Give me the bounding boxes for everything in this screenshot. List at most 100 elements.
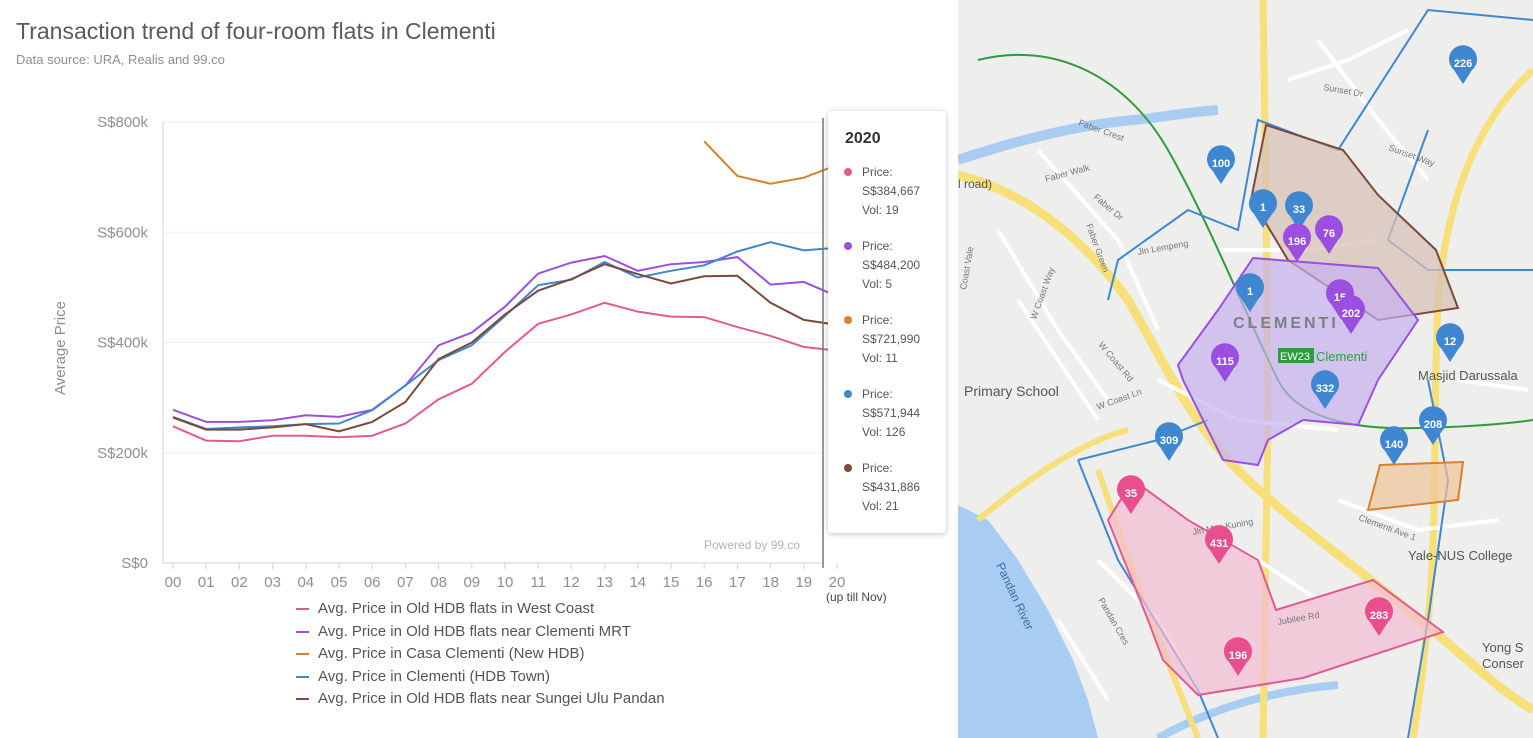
tooltip-entry: Price: S$431,886 Vol: 21 bbox=[844, 459, 920, 516]
price-marker-icon[interactable]: 140 bbox=[1380, 426, 1408, 465]
street-sunset-dr: Sunset Dr bbox=[1323, 82, 1364, 99]
x-tick-label: 07 bbox=[397, 574, 414, 591]
marker-count: 100 bbox=[1212, 158, 1230, 170]
chart-panel: Transaction trend of four-room flats in … bbox=[16, 18, 921, 707]
x-axis-note: (up till Nov) bbox=[826, 590, 887, 604]
legend-swatch bbox=[296, 675, 309, 678]
series-dot-icon bbox=[844, 390, 852, 398]
axes: S$0 S$200k S$400k S$600k S$800k 00 01 02 03 04 05 0… bbox=[52, 114, 845, 591]
series-line-3[interactable] bbox=[172, 241, 838, 431]
x-tick-label: 11 bbox=[530, 574, 546, 591]
x-tick-label: 13 bbox=[596, 574, 613, 591]
series-line-4[interactable] bbox=[172, 263, 838, 433]
canal-water bbox=[958, 105, 1219, 165]
price-marker-icon[interactable]: 1 bbox=[1236, 273, 1264, 312]
marker-pin bbox=[1155, 422, 1183, 461]
chart-subtitle: Data source: URA, Realis and 99.co bbox=[16, 52, 225, 67]
series-dot-icon bbox=[844, 464, 852, 472]
x-tick-label: 12 bbox=[563, 574, 580, 591]
marker-pin bbox=[1419, 406, 1447, 445]
price-value: S$721,990 bbox=[862, 332, 921, 346]
marker-count: 309 bbox=[1160, 435, 1178, 447]
y-tick-label: S$600k bbox=[97, 224, 148, 241]
price-marker-icon[interactable]: 332 bbox=[1311, 370, 1339, 409]
marker-pin bbox=[1283, 223, 1311, 262]
map-label-road: l road) bbox=[958, 177, 992, 191]
map-label-clementi: CLEMENTI bbox=[1233, 315, 1339, 332]
x-tick-label: 01 bbox=[198, 574, 215, 591]
price-marker-icon[interactable]: 12 bbox=[1436, 323, 1464, 362]
volume-value: Vol: 11 bbox=[862, 351, 898, 365]
marker-count: 140 bbox=[1385, 439, 1403, 451]
marker-pin bbox=[1311, 370, 1339, 409]
series-dot-icon bbox=[844, 168, 852, 176]
marker-count: 283 bbox=[1370, 610, 1388, 622]
map-panel[interactable]: CLEMENTI EW23 Clementi Primary School Ma… bbox=[958, 0, 1533, 738]
marker-pin bbox=[1436, 323, 1464, 362]
line-chart: S$0 S$200k S$400k S$600k S$800k 00 01 02 03 04 05 0… bbox=[52, 114, 845, 591]
series-line-1[interactable] bbox=[172, 254, 838, 423]
x-tick-label: 04 bbox=[297, 574, 314, 591]
y-tick-label: S$200k bbox=[97, 445, 148, 462]
price-marker-icon[interactable]: 226 bbox=[1449, 45, 1477, 84]
x-tick-label: 14 bbox=[629, 574, 646, 591]
canal-water-south bbox=[1156, 681, 1339, 738]
price-label: Price: bbox=[862, 239, 893, 253]
marker-pin bbox=[1365, 597, 1393, 636]
volume-value: Vol: 5 bbox=[862, 277, 893, 291]
tooltip-entry: Price: S$571,944 Vol: 126 bbox=[844, 385, 920, 442]
price-marker-icon[interactable]: 1 bbox=[1249, 189, 1277, 228]
street-w-coast-rd: W Coast Rd bbox=[1096, 340, 1135, 384]
minor-roads bbox=[996, 28, 1529, 702]
price-marker-icon[interactable]: 431 bbox=[1205, 525, 1233, 564]
marker-count: 1 bbox=[1260, 202, 1266, 214]
price-marker-icon[interactable]: 196 bbox=[1283, 223, 1311, 262]
marker-count: 1 bbox=[1247, 286, 1253, 298]
map-label-school: Primary School bbox=[964, 383, 1059, 399]
price-marker-icon[interactable]: 202 bbox=[1337, 295, 1365, 334]
price-value: S$484,200 bbox=[862, 258, 921, 272]
marker-count: 202 bbox=[1342, 308, 1360, 320]
price-marker-icon[interactable]: 115 bbox=[1211, 343, 1239, 382]
marker-count: 12 bbox=[1444, 336, 1456, 348]
marker-count: 196 bbox=[1288, 236, 1306, 248]
price-marker-icon[interactable]: 283 bbox=[1365, 597, 1393, 636]
marker-pin bbox=[1380, 426, 1408, 465]
marker-pin bbox=[1449, 45, 1477, 84]
legend-label: Avg. Price in Old HDB flats near Clement… bbox=[318, 622, 631, 640]
marker-count: 208 bbox=[1424, 419, 1442, 431]
marker-count: 196 bbox=[1229, 650, 1247, 662]
price-marker-icon[interactable]: 196 bbox=[1224, 637, 1252, 676]
marker-pin bbox=[1117, 475, 1145, 514]
price-marker-icon[interactable]: 76 bbox=[1315, 215, 1343, 254]
map-label-yong: Yong S bbox=[1482, 640, 1524, 655]
mrt-code: EW23 bbox=[1280, 351, 1310, 363]
price-value: S$384,667 bbox=[862, 184, 921, 198]
legend-swatch bbox=[296, 653, 309, 655]
x-tick-label: 17 bbox=[729, 574, 746, 591]
legend-swatch bbox=[296, 608, 309, 610]
volume-value: Vol: 21 bbox=[862, 499, 899, 513]
price-marker-icon[interactable]: 100 bbox=[1207, 145, 1235, 184]
price-marker-icon[interactable]: 208 bbox=[1419, 406, 1447, 445]
powered-by-text: Powered by 99.co bbox=[704, 538, 801, 552]
price-marker-icon[interactable]: 35 bbox=[1117, 475, 1145, 514]
map-canvas[interactable]: CLEMENTI EW23 Clementi Primary School Ma… bbox=[958, 0, 1533, 738]
chart-title: Transaction trend of four-room flats in … bbox=[16, 18, 496, 44]
tooltip-entry: Price: S$484,200 Vol: 5 bbox=[844, 237, 920, 294]
legend-label: Avg. Price in Casa Clementi (New HDB) bbox=[318, 645, 585, 662]
mrt-badge bbox=[1278, 348, 1314, 363]
map-label-conser: Conser bbox=[1482, 656, 1525, 671]
x-tick-label: 09 bbox=[463, 574, 480, 591]
price-marker-icon[interactable]: 309 bbox=[1155, 422, 1183, 461]
x-tick-label: 16 bbox=[696, 574, 713, 591]
marker-pin bbox=[1211, 343, 1239, 382]
series-line-2[interactable] bbox=[703, 140, 838, 185]
tooltip-year: 2020 bbox=[845, 130, 881, 147]
map-label-masjid: Masjid Darussala bbox=[1418, 368, 1518, 383]
y-tick-label: S$0 bbox=[121, 555, 148, 572]
price-marker-icon[interactable]: 33 bbox=[1285, 191, 1313, 230]
series-line-0[interactable] bbox=[172, 301, 838, 443]
casa-clementi-zone bbox=[1366, 460, 1465, 512]
